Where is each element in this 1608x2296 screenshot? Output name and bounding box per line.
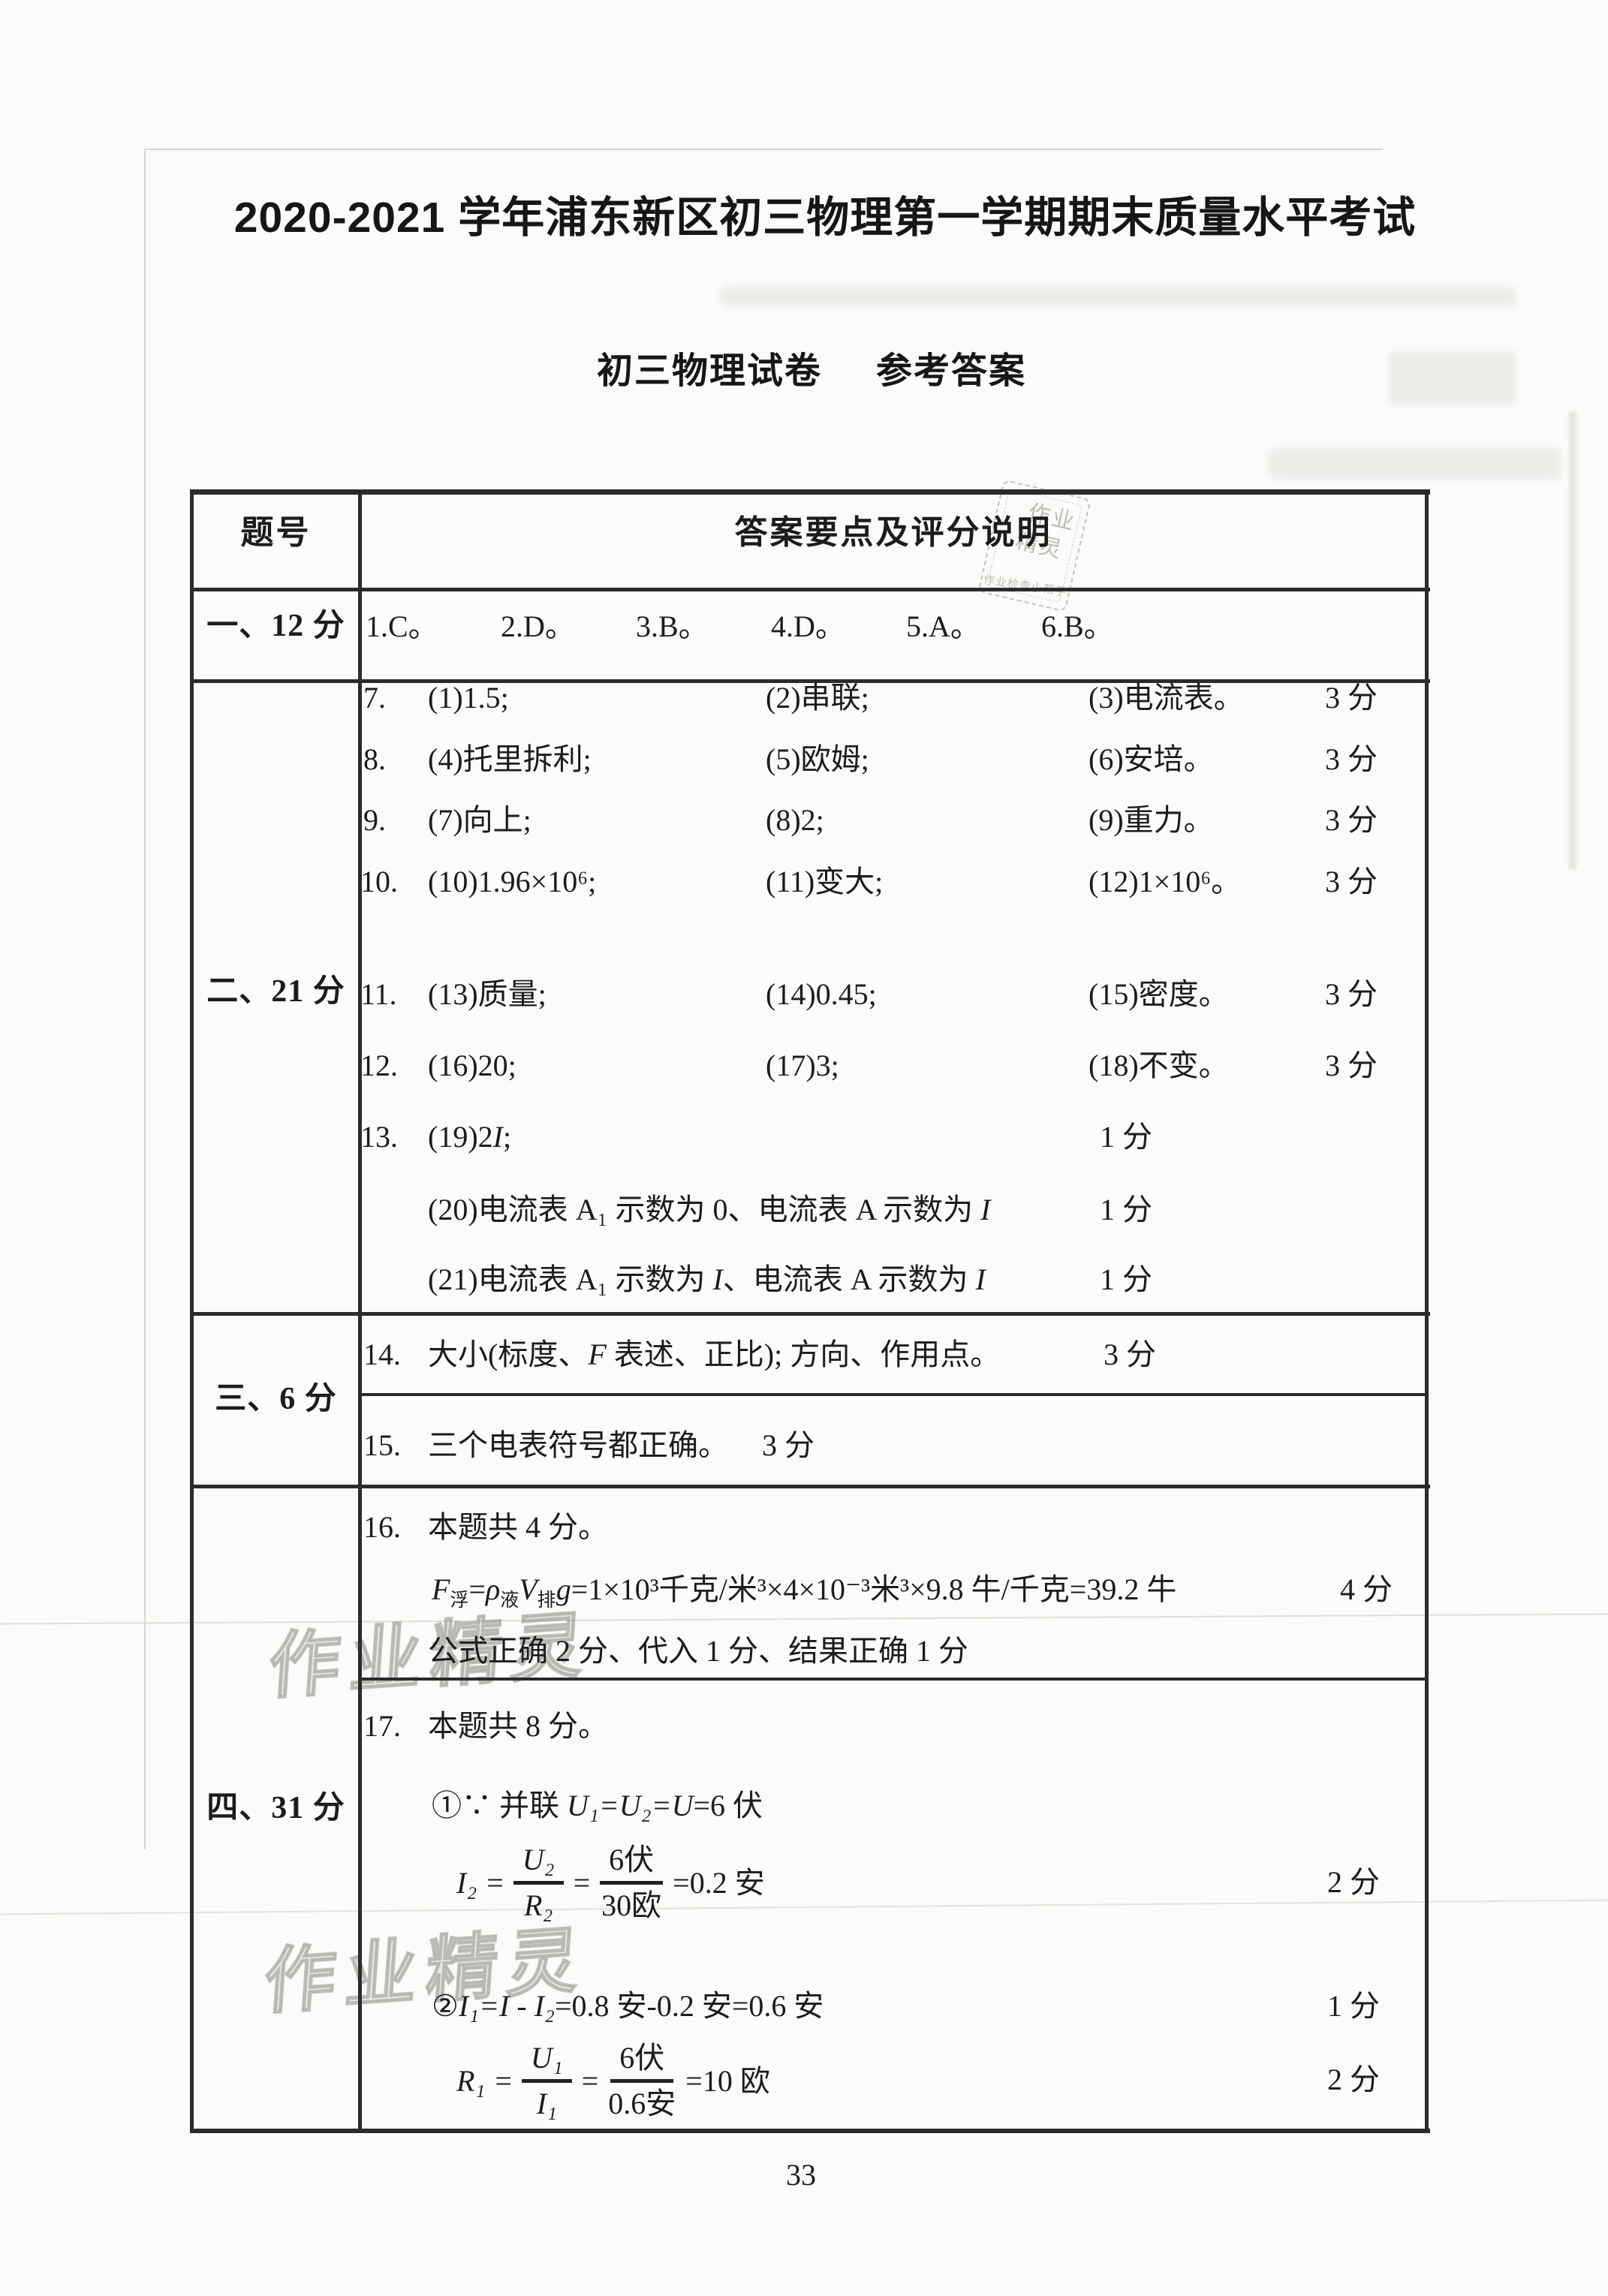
q11-blank3: (15)密度。	[1089, 977, 1229, 1011]
q12-number: 12.	[360, 1049, 398, 1082]
bleedthrough-artifact	[1389, 351, 1516, 404]
bleedthrough-artifact	[721, 287, 1516, 306]
row14-15-divider	[362, 1393, 1425, 1396]
q13-blank: (19)2I;	[428, 1120, 512, 1154]
q17-number: 17.	[363, 1709, 401, 1743]
q1-answer: 1.C。	[366, 609, 438, 643]
page-number: 33	[786, 2158, 816, 2192]
q8-blank3: (6)安培。	[1089, 742, 1214, 776]
q9-blank2: (8)2;	[766, 803, 824, 837]
page-subtitle: 初三物理试卷 参考答案	[8, 341, 1608, 393]
q8-score: 3 分	[1325, 742, 1378, 776]
q4-answer: 4.D。	[771, 609, 845, 643]
q17-step1-line: ①∵ 并联 U₁=U₂=U=6 伏	[432, 1789, 763, 1822]
q13-number: 13.	[360, 1120, 398, 1154]
q16-formula: F浮=ρ液V排g=1×10³千克/米³×4×10⁻³米³×9.8 牛/千克=39…	[432, 1572, 1177, 1611]
q5-answer: 5.A。	[906, 609, 980, 643]
q8-number: 8.	[363, 742, 386, 776]
section2-label: 二、21 分	[206, 974, 345, 1009]
page-title: 2020-2021 学年浦东新区初三物理第一学期期末质量水平考试	[233, 194, 1417, 242]
fraction-6v-0p6a: 6伏 0.6安	[608, 2041, 676, 2120]
q7-score: 3 分	[1325, 681, 1378, 715]
q10-number: 10.	[360, 865, 398, 898]
section1-label: 一、12 分	[206, 609, 345, 643]
q15-score: 3 分	[762, 1428, 815, 1462]
q10-blank1: (10)1.96×10⁶;	[428, 865, 597, 898]
table-border-top	[190, 489, 1430, 495]
table-column-divider	[358, 489, 362, 2133]
q14-number: 14.	[363, 1338, 401, 1371]
table-border-bottom	[190, 2129, 1430, 2133]
q13-blank21: (21)电流表 A₁ 示数为 I、电流表 A 示数为 I	[428, 1262, 986, 1296]
q10-blank3: (12)1×10⁶。	[1089, 865, 1242, 898]
q7-blank3: (3)电流表。	[1089, 681, 1244, 715]
q11-blank2: (14)0.45;	[766, 977, 877, 1011]
q17-resistance-equation: R₁ = U₁ I₁ = 6伏 0.6安 =10 欧	[456, 2041, 770, 2121]
table-section2-divider	[190, 1312, 1430, 1316]
scan-border-left	[144, 149, 146, 1849]
q17-current-equation: I₂ = U₂ R₂ = 6伏 30欧 =0.2 安	[456, 1843, 765, 1923]
q17-step2-score: 1 分	[1327, 1989, 1380, 2023]
section4-label: 四、31 分	[206, 1791, 345, 1825]
q11-score: 3 分	[1325, 977, 1378, 1011]
q16-number: 16.	[363, 1510, 401, 1544]
q7-blank1: (1)1.5;	[428, 681, 509, 715]
q17-step2-line: ②I₁=I - I₂=0.8 安-0.2 安=0.6 安	[432, 1989, 824, 2023]
q12-blank3: (18)不变。	[1089, 1049, 1229, 1082]
q8-blank1: (4)托里拆利;	[428, 742, 592, 776]
bleedthrough-artifact	[1269, 449, 1561, 479]
q16-grading-note: 公式正确 2 分、代入 1 分、结果正确 1 分	[428, 1634, 968, 1668]
q7-number: 7.	[363, 681, 386, 715]
table-border-right	[1425, 489, 1429, 2133]
scan-fold-line	[0, 1899, 1608, 1915]
q8-blank2: (5)欧姆;	[766, 742, 869, 776]
q6-answer: 6.B。	[1041, 609, 1114, 643]
fraction-u2-r2: U₂ R₂	[513, 1843, 564, 1923]
q7-blank2: (2)串联;	[766, 681, 869, 715]
row16-17-divider	[362, 1678, 1425, 1681]
q10-blank2: (11)变大;	[766, 865, 884, 898]
subtitle-paper-name: 初三物理试卷	[596, 351, 822, 391]
table-border-left	[190, 489, 194, 2133]
table-header-divider	[190, 588, 1430, 591]
q9-blank1: (7)向上;	[428, 803, 531, 837]
q16-intro: 本题共 4 分。	[428, 1510, 608, 1544]
table-section3-divider	[190, 1485, 1430, 1488]
q12-blank2: (17)3;	[766, 1049, 839, 1082]
q16-formula-score: 4 分	[1340, 1572, 1393, 1606]
subtitle-answer-key: 参考答案	[876, 351, 1027, 391]
q13-score: 1 分	[1100, 1120, 1152, 1154]
header-cell-question-number: 题号	[240, 514, 312, 551]
q17-resistance-score: 2 分	[1327, 2063, 1380, 2096]
fraction-u1-i1: U₁ I₁	[521, 2041, 572, 2121]
section3-label: 三、6 分	[215, 1382, 337, 1416]
q13-blank20-score: 1 分	[1100, 1193, 1152, 1226]
q9-blank3: (9)重力。	[1089, 803, 1214, 837]
q3-answer: 3.B。	[636, 609, 709, 643]
q11-blank1: (13)质量;	[428, 977, 547, 1011]
q2-answer: 2.D。	[501, 609, 575, 643]
q17-intro: 本题共 8 分。	[428, 1709, 608, 1743]
scan-edge-streak	[1569, 411, 1576, 869]
header-cell-answer-notes: 答案要点及评分说明	[734, 514, 1052, 551]
q9-number: 9.	[363, 803, 386, 837]
q10-score: 3 分	[1325, 865, 1378, 898]
q15-number: 15.	[363, 1428, 401, 1462]
q17-current-score: 2 分	[1327, 1865, 1380, 1899]
scan-border-top	[144, 149, 1383, 150]
q14-answer: 大小(标度、F 表述、正比); 方向、作用点。	[428, 1338, 1001, 1371]
q13-blank20: (20)电流表 A₁ 示数为 0、电流表 A 示数为 I	[428, 1193, 991, 1226]
fraction-6v-30ohm: 6伏 30欧	[600, 1843, 664, 1922]
q14-score: 3 分	[1104, 1338, 1156, 1371]
q12-blank1: (16)20;	[428, 1049, 516, 1082]
q11-number: 11.	[360, 977, 397, 1011]
q9-score: 3 分	[1325, 803, 1378, 837]
q13-blank21-score: 1 分	[1100, 1262, 1152, 1296]
table-section1-divider	[190, 679, 1430, 683]
q15-answer: 三个电表符号都正确。	[428, 1428, 728, 1462]
q12-score: 3 分	[1325, 1049, 1378, 1082]
